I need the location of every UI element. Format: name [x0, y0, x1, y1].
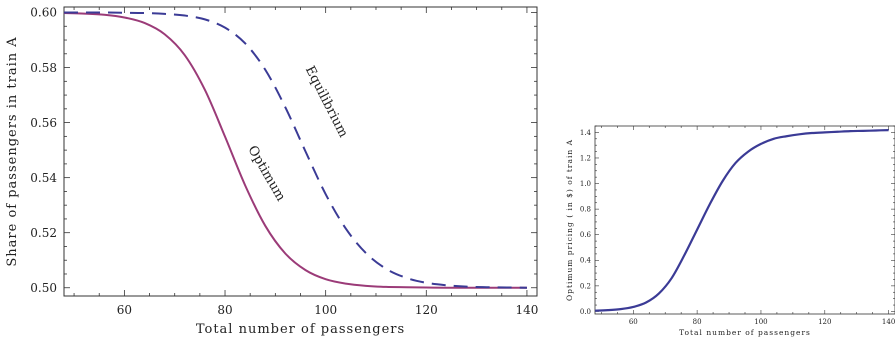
pricing-chart: 60 80 100 120 140 0.0 0.2 0.4 0.6 0.8 1.0 1.2 1.4 T…: [565, 125, 895, 337]
pricing-series-line: [594, 128, 889, 312]
share-chart-plot-frame: [63, 6, 538, 297]
x-tick-label: 100: [754, 318, 767, 326]
x-tick-label: 140: [882, 318, 895, 326]
y-tick-label: 0.54: [30, 171, 57, 185]
y-tick-label: 0.8: [580, 206, 591, 214]
optimum-curve-label: Optimum: [244, 143, 288, 204]
x-tick-label: 60: [117, 303, 132, 317]
y-tick-label: 0.60: [30, 6, 57, 20]
share-chart-x-axis-title: Total number of passengers: [196, 322, 405, 337]
y-tick-label: 0.58: [30, 61, 57, 75]
x-tick-label: 100: [314, 303, 337, 317]
x-tick-label: 80: [217, 303, 232, 317]
y-tick-label: 0.52: [30, 226, 57, 240]
equilibrium-series-line: [64, 11, 527, 289]
share-chart-y-ticks: 0.50 0.52 0.54 0.56 0.58 0.60: [30, 6, 537, 295]
x-tick-label: 140: [515, 303, 538, 317]
share-chart: 60 80 100 120 140 0.50 0.52 0.54 0.56 0.58 0.60 T…: [5, 6, 538, 337]
pricing-chart-y-axis-title: Optimum pricing ( in $) of train A: [565, 139, 574, 301]
y-tick-label: 0.4: [580, 257, 592, 265]
y-tick-label: 0.50: [30, 281, 57, 295]
y-tick-label: 0.6: [580, 231, 592, 239]
y-tick-label: 0.56: [30, 116, 57, 130]
equilibrium-curve-label: Equilibrium: [302, 64, 351, 140]
y-tick-label: 0.2: [580, 282, 591, 290]
x-tick-label: 60: [629, 318, 638, 326]
share-chart-x-ticks: 60 80 100 120 140: [73, 7, 538, 317]
x-tick-label: 120: [818, 318, 831, 326]
x-tick-label: 80: [693, 318, 702, 326]
y-tick-label: 0.0: [580, 308, 591, 316]
y-tick-label: 1.0: [580, 180, 591, 188]
pricing-chart-y-ticks: 0.0 0.2 0.4 0.6 0.8 1.0 1.2 1.4: [580, 125, 895, 316]
x-tick-label: 120: [415, 303, 438, 317]
share-chart-series: [63, 11, 527, 289]
share-chart-y-axis-title: Share of passengers in train A: [5, 36, 20, 266]
pricing-chart-series: [594, 128, 889, 312]
y-tick-label: 1.2: [580, 154, 591, 162]
pricing-chart-x-axis-title: Total number of passengers: [679, 328, 811, 337]
pricing-chart-x-ticks: 60 80 100 120 140: [601, 126, 895, 326]
optimum-series-line: [63, 12, 527, 289]
y-tick-label: 1.4: [580, 129, 592, 137]
